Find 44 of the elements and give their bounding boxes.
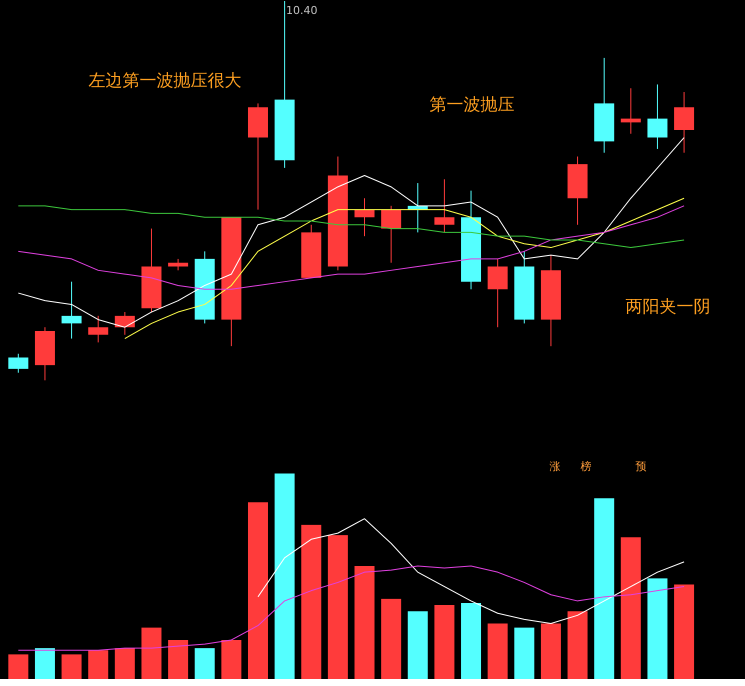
candlestick [434, 178, 454, 233]
bar [194, 648, 215, 679]
bar [461, 602, 482, 679]
bar [540, 624, 561, 679]
annotation: 第一波抛压 [430, 95, 514, 115]
bar [647, 578, 668, 679]
bar [34, 648, 55, 679]
annotation: 左边第一波抛压很大 [88, 71, 242, 91]
bar [434, 605, 454, 679]
bar [594, 498, 614, 679]
bar [488, 624, 508, 679]
bar [274, 474, 295, 679]
bar [568, 611, 588, 679]
candlestick [647, 84, 668, 150]
text: 预 [636, 460, 646, 473]
candlestick [381, 205, 402, 264]
bar [62, 654, 82, 679]
bar [141, 628, 162, 679]
bar [381, 598, 402, 679]
candlestick [620, 88, 641, 134]
candlestick [488, 258, 508, 328]
bar [248, 502, 268, 679]
bar [8, 654, 28, 679]
candlestick [354, 198, 375, 237]
bar [354, 566, 375, 679]
bar [408, 611, 428, 679]
candlestick [88, 315, 108, 343]
annotation: 两阳夹一阴 [626, 297, 710, 317]
annotation: 10.40 [286, 4, 318, 17]
candlestick [8, 353, 28, 374]
bar [221, 640, 242, 679]
text: 涨 [550, 460, 560, 473]
bar [328, 535, 348, 679]
candlestick [62, 281, 82, 340]
bar [88, 650, 108, 679]
candlestick [674, 92, 694, 154]
bar [674, 584, 694, 679]
bar [114, 648, 135, 679]
bar [620, 537, 641, 679]
bar [168, 640, 188, 679]
candlestick [168, 258, 188, 271]
bar [301, 524, 322, 679]
text: 榜 [580, 460, 592, 473]
bar [514, 628, 534, 679]
